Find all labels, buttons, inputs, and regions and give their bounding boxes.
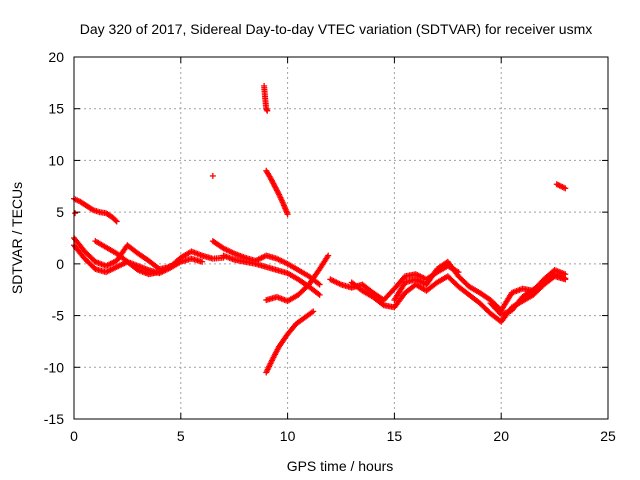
- data-point: [562, 185, 569, 192]
- y-tick-label: 5: [56, 204, 64, 220]
- y-tick-label: -15: [44, 411, 64, 427]
- data-point: [315, 280, 322, 287]
- y-tick-label: 15: [48, 101, 64, 117]
- x-tick-label: 25: [600, 428, 616, 444]
- data-points: [71, 82, 569, 376]
- data-point: [316, 281, 323, 288]
- data-point: [72, 210, 79, 217]
- data-point: [112, 217, 119, 224]
- x-tick-label: 10: [280, 428, 296, 444]
- plot-frame: [73, 56, 609, 420]
- data-point: [310, 308, 317, 315]
- y-tick-label: 10: [48, 152, 64, 168]
- data-point: [113, 218, 120, 225]
- axis-ticks: 0 5 10 15 20 25 -15 -10 -5 0 5 10 15 20: [44, 49, 616, 444]
- x-tick-label: 5: [177, 428, 185, 444]
- x-tick-label: 0: [70, 428, 78, 444]
- chart-title: Day 320 of 2017, Sidereal Day-to-day VTE…: [80, 21, 593, 37]
- data-point: [562, 275, 569, 282]
- data-point: [264, 107, 271, 114]
- data-point: [167, 262, 174, 269]
- data-point: [379, 301, 386, 308]
- data-point: [284, 211, 291, 218]
- data-point: [209, 172, 216, 179]
- data-point: [315, 290, 322, 297]
- x-tick-label: 15: [387, 428, 403, 444]
- data-point: [316, 291, 323, 298]
- data-point: [199, 258, 206, 265]
- y-tick-label: -5: [52, 308, 65, 324]
- x-tick-label: 20: [493, 428, 509, 444]
- data-point: [88, 206, 95, 213]
- gridlines: [74, 57, 608, 419]
- y-tick-label: -10: [44, 359, 64, 375]
- x-axis-label: GPS time / hours: [287, 458, 394, 474]
- data-point: [325, 252, 332, 259]
- y-tick-label: 0: [56, 256, 64, 272]
- y-tick-label: 20: [48, 49, 64, 65]
- y-axis-label: SDTVAR / TECUs: [9, 182, 25, 294]
